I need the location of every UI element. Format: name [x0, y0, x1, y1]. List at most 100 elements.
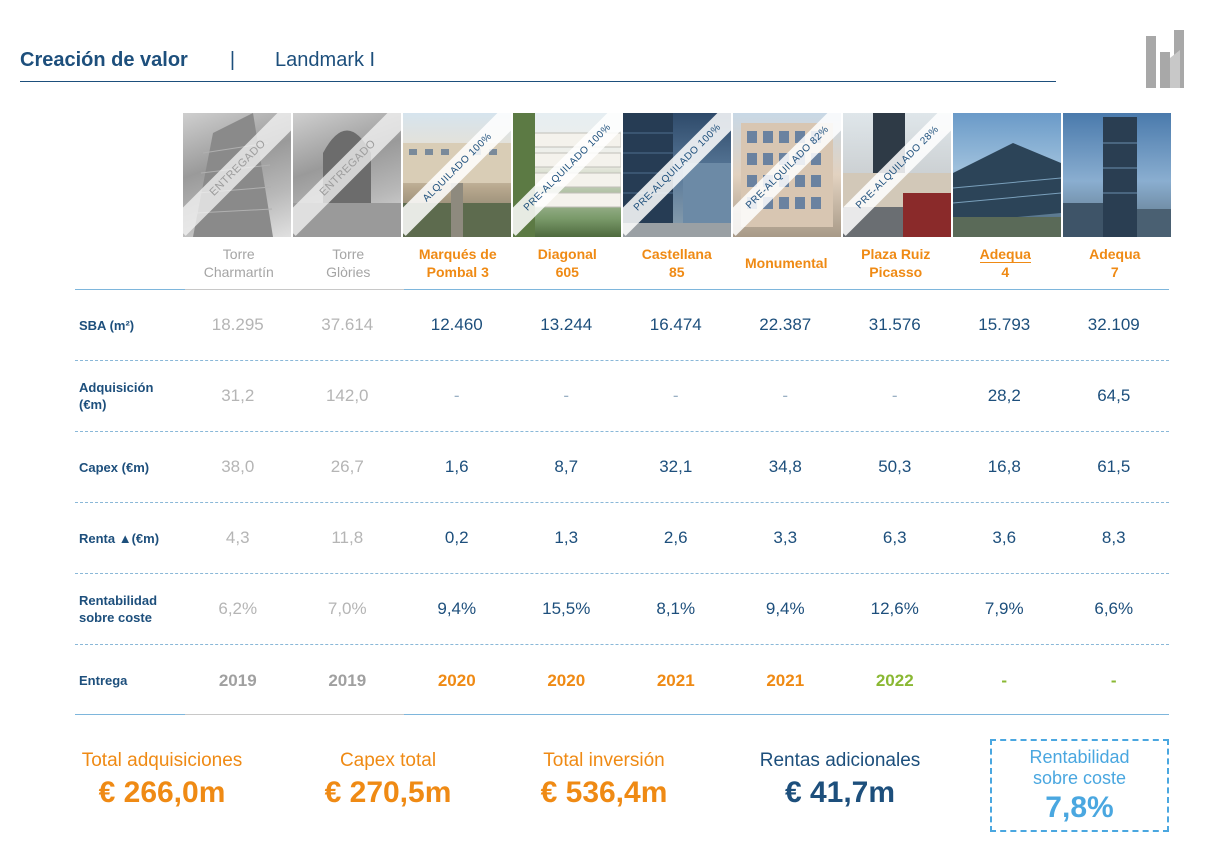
table-cell: 31,2 [221, 386, 255, 405]
building-image [1063, 117, 1171, 237]
table-cell: 26,7 [330, 457, 364, 476]
totals-section: Total adquisiciones € 266,0m Capex total… [0, 750, 1220, 840]
row-label: Adquisición (€m) [79, 380, 154, 412]
table-cell: 8,7 [554, 457, 579, 476]
company-logo [1146, 30, 1184, 88]
photo-torre-charmartin: ENTREGADO [183, 113, 291, 237]
table-cell: 1,6 [444, 457, 469, 476]
table-cell: 12,6% [870, 599, 919, 618]
table-rule [185, 714, 404, 715]
photo-diagonal-605: PRE-ALQUILADO 100% [513, 113, 621, 237]
row-label: Rentabilidad sobre coste [79, 593, 158, 625]
page-title: Creación de valor [20, 48, 188, 71]
table-row: Adquisición (€m) 31,2 142,0 - - - - - 28,… [75, 361, 1169, 432]
table-rule [404, 289, 1169, 290]
photo-marques-pombal: ALQUILADO 100% [403, 113, 511, 237]
table-cell: 15.793 [978, 315, 1031, 334]
table-cell: 6,2% [218, 599, 258, 618]
rentabilidad-value: 7,8% [1045, 791, 1114, 824]
table-cell: 64,5 [1097, 386, 1131, 405]
table-cell: 31.576 [868, 315, 921, 334]
row-label: SBA (m²) [79, 317, 135, 333]
table-cell: 18.295 [211, 315, 264, 334]
table-cell: 8,3 [1101, 528, 1126, 547]
table-cell: 16.474 [649, 315, 702, 334]
table-cell: 142,0 [325, 386, 369, 405]
table-cell: 8,1% [656, 599, 696, 618]
table-cell: 1,3 [554, 528, 579, 547]
table-cell: 3,3 [773, 528, 798, 547]
title-separator: | [229, 48, 236, 71]
column-header: Marqués de Pombal 3 [418, 246, 497, 280]
photo-plaza-ruiz-picasso: PRE-ALQUILADO 28% [843, 113, 951, 237]
table-cell: 32.109 [1087, 315, 1140, 334]
photo-torre-glories: ENTREGADO [293, 113, 401, 237]
table-cell: 2022 [875, 670, 914, 690]
table-row: Capex (€m) 38,0 26,7 1,6 8,7 32,1 34,8 5… [75, 432, 1169, 503]
column-header: Castellana 85 [641, 246, 712, 280]
property-names: Torre Charmartín Torre Glòries Marqués de P… [184, 245, 1170, 281]
table-cell: 16,8 [987, 457, 1021, 476]
page-header: Creación de valor | Landmark I [20, 46, 375, 74]
table-rule [404, 714, 1169, 715]
table-cell: - [672, 386, 679, 405]
table-cell: 37.614 [321, 315, 374, 334]
table-cell: 0,2 [444, 528, 469, 547]
row-label: Renta ▲(€m) [79, 530, 160, 546]
header-divider [20, 81, 1056, 82]
row-label: Entrega [79, 673, 128, 688]
table-cell: 32,1 [659, 457, 693, 476]
table-cell: 11,8 [331, 528, 364, 547]
column-header: Torre Charmartín [203, 246, 274, 280]
table-cell: 2020 [437, 670, 476, 690]
table-cell: 2019 [218, 670, 257, 690]
table-rule [75, 714, 185, 715]
table-cell: 22.387 [759, 315, 812, 334]
table-cell: 2019 [328, 670, 367, 690]
table-cell: 15,5% [542, 599, 591, 618]
table-cell: - [782, 386, 789, 405]
table-cell: - [891, 386, 898, 405]
photo-adequa-7 [1063, 113, 1171, 237]
table-cell: - [563, 386, 570, 405]
table-cell: - [1110, 670, 1117, 690]
table-cell: 38,0 [221, 457, 255, 476]
total-adquisiciones: Total adquisiciones € 266,0m [81, 750, 243, 809]
table-rule [185, 289, 404, 290]
table-cell: 2021 [766, 670, 805, 690]
table-cell: 28,2 [987, 386, 1021, 405]
photo-adequa-4 [953, 113, 1061, 237]
column-header: Torre Glòries [326, 246, 371, 280]
metrics-table: SBA (m²) 18.295 37.614 12.460 13.244 16.… [75, 290, 1169, 716]
table-row: Rentabilidad sobre coste 6,2% 7,0% 9,4% 1… [75, 574, 1169, 645]
table-rule [75, 289, 185, 290]
table-cell: 2021 [656, 670, 695, 690]
photo-castellana-85: PRE-ALQUILADO 100% [623, 113, 731, 237]
property-photos: ENTREGADO ENTREGADO ALQUILADO 100% PRE-A… [183, 113, 1171, 237]
table-cell: 2020 [547, 670, 586, 690]
table-row: Renta ▲(€m) 4,3 11,8 0,2 1,3 2,6 3,3 6,3… [75, 503, 1169, 574]
column-header: Adequa 7 [1089, 246, 1141, 280]
table-cell: 9,4% [437, 599, 477, 618]
table-cell: - [453, 386, 460, 405]
table-cell: 6,6% [1094, 599, 1134, 618]
table-cell: 50,3 [878, 457, 912, 476]
total-rentabilidad-box: Rentabilidad sobre coste 7,8% [990, 739, 1169, 832]
page-subtitle: Landmark I [275, 48, 376, 71]
column-header: Diagonal 605 [537, 246, 597, 280]
table-cell: 9,4% [765, 599, 805, 618]
table-cell: 12.460 [430, 315, 483, 334]
column-header: Adequa 4 [979, 246, 1031, 280]
table-cell: 4,3 [225, 528, 250, 547]
table-row: SBA (m²) 18.295 37.614 12.460 13.244 16.… [75, 290, 1169, 361]
row-label: Capex (€m) [79, 459, 150, 475]
table-cell: 2,6 [663, 528, 688, 547]
table-cell: 7,9% [984, 599, 1024, 618]
column-header: Monumental [745, 255, 828, 271]
table-cell: 13.244 [540, 315, 593, 334]
table-cell: 7,0% [327, 599, 367, 618]
table-cell: 34,8 [768, 457, 802, 476]
photo-monumental: PRE-ALQUILADO 82% [733, 113, 841, 237]
table-cell: 3,6 [992, 528, 1017, 547]
building-image [953, 143, 1061, 237]
